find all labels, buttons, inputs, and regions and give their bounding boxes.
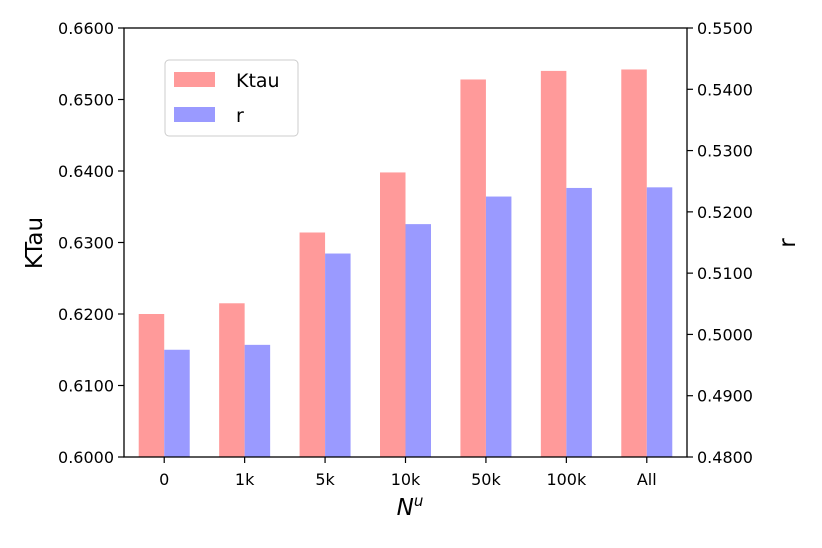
bar-r-0 [164, 349, 190, 457]
left-tick-label: 0.6500 [58, 91, 114, 110]
bar-ktau-1k [219, 303, 245, 457]
legend-label-r: r [236, 105, 244, 127]
legend-swatch-r [174, 107, 215, 122]
bar-r-50k [485, 196, 512, 458]
bar-ktau-10k [380, 172, 406, 457]
right-tick-label: 0.5400 [697, 80, 753, 99]
legend-swatch-ktau [174, 72, 215, 87]
left-tick-label: 0.6200 [58, 305, 114, 324]
bar-r-100k [566, 187, 592, 457]
x-tick-label: 50k [471, 470, 501, 489]
bar-ktau-100k [540, 70, 567, 458]
legend-label-ktau: Ktau [236, 70, 280, 92]
left-axis-label: KTau [22, 217, 48, 269]
bar-ktau-all [621, 69, 647, 457]
bars-group [138, 69, 673, 458]
plot-frame [123, 27, 688, 458]
right-tick-label: 0.5200 [697, 203, 753, 222]
x-tick-label: 5k [315, 470, 335, 489]
x-axis-label-base: N [397, 495, 414, 521]
right-tick-label: 0.5100 [697, 264, 753, 283]
x-axis-ticks: 0 1k 5k 10k 50k 100k All [159, 457, 657, 489]
left-tick-label: 0.6300 [58, 234, 114, 253]
right-tick-label: 0.4800 [697, 448, 753, 467]
left-tick-label: 0.6000 [58, 448, 114, 467]
x-tick-label: 10k [391, 470, 421, 489]
left-tick-label: 0.6600 [58, 19, 114, 38]
bar-ktau-5k [299, 232, 326, 457]
bar-ktau-50k [460, 79, 486, 457]
left-tick-label: 0.6400 [58, 162, 114, 181]
right-tick-label: 0.4900 [697, 387, 753, 406]
right-tick-label: 0.5000 [697, 325, 753, 344]
right-tick-label: 0.5500 [697, 19, 753, 38]
left-axis-ticks: 0.6000 0.6100 0.6200 0.6300 0.6400 0.6500 0.66… [58, 19, 124, 467]
right-axis-label: r [775, 238, 801, 248]
x-tick-label: 0 [159, 470, 169, 489]
left-tick-label: 0.6100 [58, 377, 114, 396]
bar-r-1k [244, 344, 271, 457]
x-tick-label: All [637, 470, 657, 489]
bar-r-10k [405, 224, 431, 457]
x-axis-label: Nu [397, 492, 424, 521]
x-tick-label: 1k [235, 470, 255, 489]
right-axis-ticks: 0.4800 0.4900 0.5000 0.5100 0.5200 0.5300 0.54… [687, 19, 753, 467]
legend: Ktau r [164, 59, 299, 137]
x-axis-label-sup: u [414, 492, 424, 510]
right-tick-label: 0.5300 [697, 142, 753, 161]
bar-r-5k [325, 253, 351, 457]
bar-ktau-0 [138, 314, 165, 457]
x-tick-label: 100k [546, 470, 587, 489]
bar-r-all [646, 187, 673, 458]
